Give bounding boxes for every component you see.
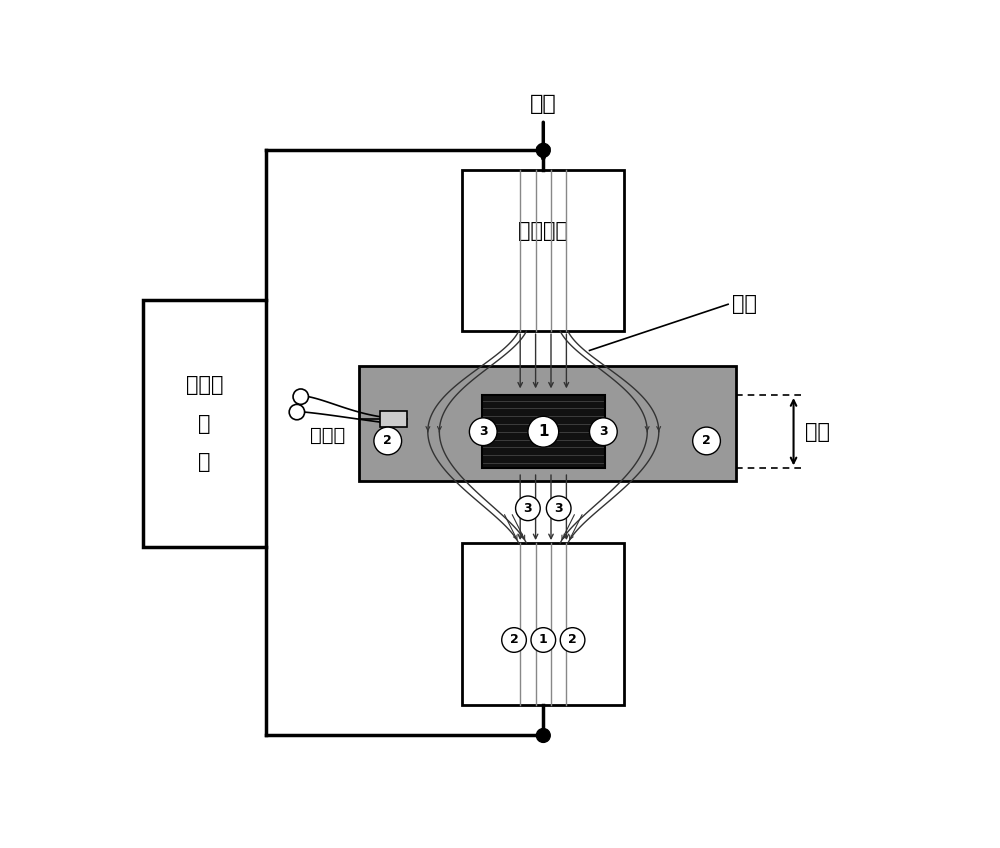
Text: 3: 3	[554, 502, 563, 515]
Bar	[380, 411, 407, 427]
Circle shape	[528, 416, 559, 447]
Text: 3: 3	[524, 502, 532, 515]
Text: 器: 器	[198, 452, 211, 472]
Text: 2: 2	[383, 434, 392, 448]
Circle shape	[693, 427, 720, 455]
Text: 位移: 位移	[805, 421, 830, 442]
Text: 2: 2	[702, 434, 711, 448]
Text: 3: 3	[479, 425, 488, 438]
Circle shape	[516, 496, 540, 521]
Bar	[462, 170, 624, 332]
Bar	[359, 365, 736, 482]
Circle shape	[289, 404, 305, 420]
Text: 1: 1	[538, 424, 549, 439]
Text: 压力: 压力	[530, 94, 557, 114]
Text: 脉冲发: 脉冲发	[186, 375, 223, 395]
Text: 粉末: 粉末	[732, 294, 757, 315]
Circle shape	[590, 418, 617, 445]
Text: 3: 3	[599, 425, 608, 438]
Text: 热电偶: 热电偶	[310, 426, 345, 444]
Text: 2: 2	[510, 633, 518, 646]
Text: 2: 2	[568, 633, 577, 646]
Text: 生: 生	[198, 414, 211, 433]
Circle shape	[293, 389, 308, 404]
Circle shape	[536, 143, 550, 157]
Bar	[482, 395, 605, 468]
Circle shape	[536, 728, 550, 742]
Bar	[462, 543, 624, 705]
Text: 1: 1	[539, 633, 548, 646]
Circle shape	[531, 628, 556, 652]
Circle shape	[546, 496, 571, 521]
Circle shape	[560, 628, 585, 652]
Circle shape	[374, 427, 402, 455]
Bar	[143, 300, 266, 547]
Text: 脉冲电流: 脉冲电流	[518, 221, 568, 241]
Circle shape	[469, 418, 497, 445]
Circle shape	[502, 628, 526, 652]
